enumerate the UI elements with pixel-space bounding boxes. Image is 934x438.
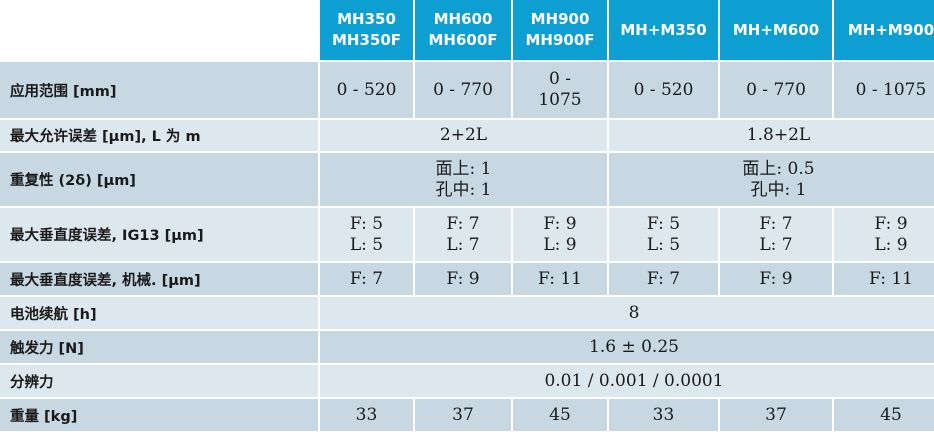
model-header-mh900: MH900 MH900F — [513, 0, 607, 60]
row-trigger-force: 触发力 [N] 1.6 ± 0.25 — [0, 331, 934, 363]
repeatability-line: 孔中: 1 — [435, 179, 492, 200]
row-weight: 重量 [kg] 33 37 45 33 37 45 — [0, 399, 934, 431]
perp-f: F: 9 — [543, 213, 577, 234]
model-header-mh600: MH600 MH600F — [415, 0, 511, 60]
repeatability-value: 面上: 1 孔中: 1 — [320, 153, 607, 206]
range-value: 0 - 1075 — [513, 62, 607, 118]
weight-value: 37 — [720, 399, 832, 431]
perp-mech-value: F: 11 — [834, 263, 934, 295]
weight-value: 45 — [513, 399, 607, 431]
model-name: MH900 — [530, 10, 590, 28]
perp-mech-value: F: 7 — [320, 263, 413, 295]
perp-ig13-value: F: 9 L: 9 — [513, 208, 607, 261]
model-name: MH+M350 — [620, 20, 707, 39]
perp-mech-value: F: 9 — [415, 263, 511, 295]
range-value: 0 - 520 — [609, 62, 718, 118]
trigger-force-value: 1.6 ± 0.25 — [320, 331, 934, 363]
model-variant: MH600F — [428, 31, 498, 49]
perp-ig13-value: F: 7 L: 7 — [720, 208, 832, 261]
header-corner — [0, 0, 318, 60]
range-value-line: 1075 — [538, 90, 582, 110]
row-label: 最大允许误差 [µm], L 为 m — [0, 120, 318, 151]
weight-value: 45 — [834, 399, 934, 431]
row-label: 重复性 (2δ) [µm] — [0, 153, 318, 206]
range-value: 0 - 770 — [415, 62, 511, 118]
repeatability-value: 面上: 0.5 孔中: 1 — [609, 153, 934, 206]
max-error-value: 1.8+2L — [609, 120, 934, 151]
repeatability-line: 孔中: 1 — [750, 179, 807, 200]
battery-value: 8 — [320, 297, 934, 329]
model-header-mhm900: MH+M900 — [834, 0, 934, 60]
weight-value: 33 — [609, 399, 718, 431]
row-label: 最大垂直度误差, 机械. [µm] — [0, 263, 318, 295]
perp-f: F: 9 — [874, 213, 908, 234]
row-label: 应用范围 [mm] — [0, 62, 318, 118]
perp-f: F: 7 — [446, 213, 480, 234]
perp-ig13-value: F: 5 L: 5 — [609, 208, 718, 261]
perp-l: L: 9 — [543, 234, 577, 255]
row-repeatability: 重复性 (2δ) [µm] 面上: 1 孔中: 1 面上: 0.5 孔中: 1 — [0, 153, 934, 206]
model-header-mh350: MH350 MH350F — [320, 0, 413, 60]
perp-l: L: 5 — [646, 234, 681, 255]
perp-mech-value: F: 11 — [513, 263, 607, 295]
row-perpendicularity-ig13: 最大垂直度误差, IG13 [µm] F: 5 L: 5 F: 7 L: 7 F… — [0, 208, 934, 261]
row-perpendicularity-mech: 最大垂直度误差, 机械. [µm] F: 7 F: 9 F: 11 F: 7 F… — [0, 263, 934, 295]
range-value: 0 - 770 — [720, 62, 832, 118]
resolution-value: 0.01 / 0.001 / 0.0001 — [320, 365, 934, 397]
row-label: 重量 [kg] — [0, 399, 318, 431]
row-label: 最大垂直度误差, IG13 [µm] — [0, 208, 318, 261]
perp-mech-value: F: 7 — [609, 263, 718, 295]
perp-l: L: 7 — [759, 234, 793, 255]
max-error-value: 2+2L — [320, 120, 607, 151]
model-variant: MH350F — [331, 31, 402, 49]
weight-value: 37 — [415, 399, 511, 431]
model-variant: MH900F — [525, 31, 595, 49]
perp-l: L: 7 — [446, 234, 480, 255]
row-label: 电池续航 [h] — [0, 297, 318, 329]
weight-value: 33 — [320, 399, 413, 431]
repeatability-line: 面上: 1 — [435, 158, 492, 179]
row-label: 触发力 [N] — [0, 331, 318, 363]
perp-f: F: 7 — [759, 213, 793, 234]
perp-f: F: 5 — [646, 213, 681, 234]
row-resolution: 分辨力 0.01 / 0.001 / 0.0001 — [0, 365, 934, 397]
row-battery: 电池续航 [h] 8 — [0, 297, 934, 329]
model-header-mhm600: MH+M600 — [720, 0, 832, 60]
model-name: MH350 — [337, 10, 396, 28]
perp-ig13-value: F: 7 L: 7 — [415, 208, 511, 261]
perp-ig13-value: F: 5 L: 5 — [320, 208, 413, 261]
repeatability-line: 面上: 0.5 — [742, 158, 815, 179]
perp-mech-value: F: 9 — [720, 263, 832, 295]
row-max-error: 最大允许误差 [µm], L 为 m 2+2L 1.8+2L — [0, 120, 934, 151]
header-row: MH350 MH350F MH600 MH600F MH900 MH900F M… — [0, 0, 934, 60]
model-header-mhm350: MH+M350 — [609, 0, 718, 60]
row-label: 分辨力 — [0, 365, 318, 397]
range-value: 0 - 520 — [320, 62, 413, 118]
model-name: MH+M600 — [732, 20, 820, 39]
model-name: MH+M900 — [847, 20, 934, 39]
perp-ig13-value: F: 9 L: 9 — [834, 208, 934, 261]
row-range: 应用范围 [mm] 0 - 520 0 - 770 0 - 1075 0 - 5… — [0, 62, 934, 118]
perp-f: F: 5 — [349, 213, 384, 234]
range-value: 0 - 1075 — [834, 62, 934, 118]
perp-l: L: 9 — [874, 234, 908, 255]
range-value-line: 0 - — [549, 69, 571, 89]
model-name: MH600 — [433, 10, 493, 28]
perp-l: L: 5 — [349, 234, 384, 255]
